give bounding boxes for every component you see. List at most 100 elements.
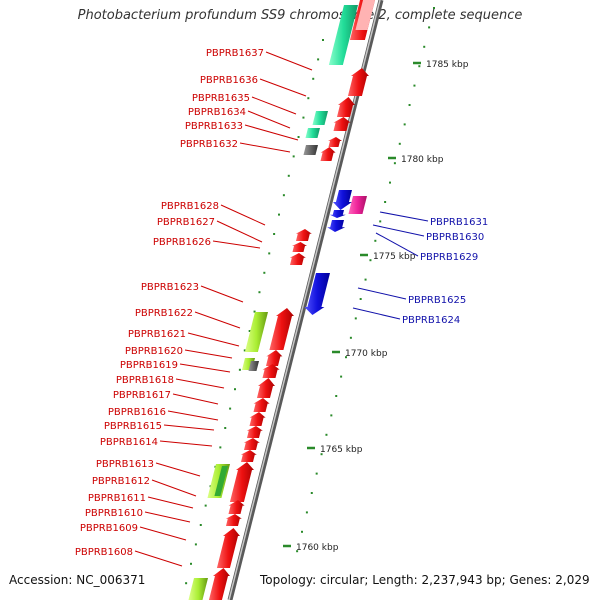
gene-label-pbprb1630[interactable]: PBPRB1630 [426, 232, 484, 243]
gene-label-pbprb1634[interactable]: PBPRB1634 [188, 107, 246, 118]
leader-line [159, 440, 213, 447]
gene-feature[interactable] [216, 528, 240, 568]
gene-label-pbprb1614[interactable]: PBPRB1614 [100, 437, 158, 448]
gene-feature[interactable] [347, 68, 369, 96]
gene-label-pbprb1617[interactable]: PBPRB1617 [113, 390, 171, 401]
gene-label-pbprb1626[interactable]: PBPRB1626 [153, 237, 211, 248]
kbp-label: 1760 kbp [296, 543, 339, 553]
gene-feature[interactable] [291, 242, 307, 252]
leader-line [187, 332, 240, 347]
gene-label-pbprb1613[interactable]: PBPRB1613 [96, 459, 154, 470]
gene-feature[interactable] [329, 210, 346, 218]
gene-label-pbprb1612[interactable]: PBPRB1612 [92, 476, 150, 487]
leader-line [184, 349, 233, 359]
leader-line [357, 287, 407, 300]
kbp-label: 1780 kbp [401, 155, 444, 165]
gene-feature[interactable] [208, 568, 230, 600]
leader-line [220, 204, 266, 226]
gene-feature[interactable] [243, 438, 260, 450]
gene-feature[interactable] [327, 220, 346, 232]
gene-label-pbprb1622[interactable]: PBPRB1622 [135, 308, 193, 319]
gene-label-pbprb1609[interactable]: PBPRB1609 [80, 523, 138, 534]
gene-feature[interactable] [320, 147, 336, 161]
gene-label-pbprb1628[interactable]: PBPRB1628 [161, 201, 219, 212]
leader-line [147, 496, 194, 509]
rna-feature[interactable] [244, 312, 268, 352]
leader-line [216, 220, 263, 243]
gene-feature[interactable] [240, 450, 257, 462]
pseudo-feature[interactable] [248, 361, 259, 371]
leader-line [379, 211, 429, 222]
rna-feature[interactable] [188, 578, 208, 600]
kbp-label: 1770 kbp [345, 349, 388, 359]
leader-line [194, 311, 241, 329]
gene-label-pbprb1632[interactable]: PBPRB1632 [180, 139, 238, 150]
gene-label-pbprb1611[interactable]: PBPRB1611 [88, 493, 146, 504]
gene-feature[interactable] [355, 0, 375, 30]
gene-feature[interactable] [289, 253, 306, 265]
leader-line [247, 110, 291, 129]
map-title: Photobacterium profundum SS9 chromosome … [77, 8, 523, 23]
gene-label-pbprb1629[interactable]: PBPRB1629 [420, 252, 478, 263]
leader-line [259, 78, 307, 97]
gene-feature[interactable] [336, 97, 355, 117]
scale-ticks: 1785 kbp 1780 kbp 1775 kbp 1770 kbp 1765 kbp… [185, 7, 469, 585]
gene-feature[interactable] [304, 273, 330, 315]
gene-labels: PBPRB1637 PBPRB1636 PBPRB1635 PBPRB1634 PBPR… [75, 48, 488, 558]
gene-feature[interactable] [295, 229, 312, 241]
gene-label-pbprb1625[interactable]: PBPRB1625 [408, 295, 466, 306]
leader-line [172, 393, 219, 405]
gene-label-pbprb1635[interactable]: PBPRB1635 [192, 93, 250, 104]
leader-line [239, 142, 291, 153]
gene-label-pbprb1616[interactable]: PBPRB1616 [108, 407, 166, 418]
gene-label-pbprb1608[interactable]: PBPRB1608 [75, 547, 133, 558]
leader-line [139, 526, 187, 541]
leader-line [167, 410, 219, 421]
gene-label-pbprb1624[interactable]: PBPRB1624 [402, 315, 460, 326]
chromosome-backbone [227, 0, 384, 600]
gene-label-pbprb1620[interactable]: PBPRB1620 [125, 346, 183, 357]
gene-feature[interactable] [225, 514, 242, 526]
rna-feature[interactable] [328, 5, 358, 65]
leader-line [134, 550, 183, 567]
gene-feature[interactable] [256, 378, 275, 398]
gene-label-pbprb1618[interactable]: PBPRB1618 [116, 375, 174, 386]
gene-feature[interactable] [333, 117, 351, 131]
gene-feature[interactable] [269, 308, 294, 350]
rna-feature[interactable] [312, 111, 328, 125]
leader-line [200, 285, 244, 303]
gene-feature[interactable] [332, 190, 352, 210]
kbp-label: 1785 kbp [426, 60, 469, 70]
gene-label-pbprb1610[interactable]: PBPRB1610 [85, 508, 143, 519]
gene-feature[interactable] [262, 364, 280, 378]
gene-feature[interactable] [327, 137, 342, 147]
gene-label-pbprb1637[interactable]: PBPRB1637 [206, 48, 264, 59]
leader-line [265, 51, 313, 71]
gene-label-pbprb1627[interactable]: PBPRB1627 [157, 217, 215, 228]
rna-feature[interactable] [305, 128, 320, 138]
gene-feature[interactable] [249, 412, 266, 426]
gene-label-pbprb1615[interactable]: PBPRB1615 [104, 421, 162, 432]
summary-text: Topology: circular; Length: 2,237,943 bp… [260, 573, 590, 587]
gene-feature[interactable] [253, 398, 270, 412]
gene-label-pbprb1636[interactable]: PBPRB1636 [200, 75, 258, 86]
gene-feature[interactable] [246, 426, 263, 438]
gene-label-pbprb1623[interactable]: PBPRB1623 [141, 282, 199, 293]
gene-label-pbprb1633[interactable]: PBPRB1633 [185, 121, 243, 132]
label-leaders [134, 51, 429, 567]
gene-feature[interactable] [228, 500, 245, 514]
gene-feature[interactable] [265, 350, 283, 366]
gene-label-pbprb1619[interactable]: PBPRB1619 [120, 360, 178, 371]
leader-line [163, 424, 215, 431]
leader-line [155, 462, 201, 477]
leader-line [375, 232, 419, 257]
pseudo-feature[interactable] [303, 145, 318, 155]
rna-feature[interactable] [214, 466, 228, 496]
rna-feature[interactable] [348, 196, 367, 214]
gene-feature[interactable] [229, 462, 254, 502]
kbp-label: 1765 kbp [320, 445, 363, 455]
gene-label-pbprb1621[interactable]: PBPRB1621 [128, 329, 186, 340]
backbone-highlight [228, 0, 381, 600]
gene-label-pbprb1631[interactable]: PBPRB1631 [430, 217, 488, 228]
